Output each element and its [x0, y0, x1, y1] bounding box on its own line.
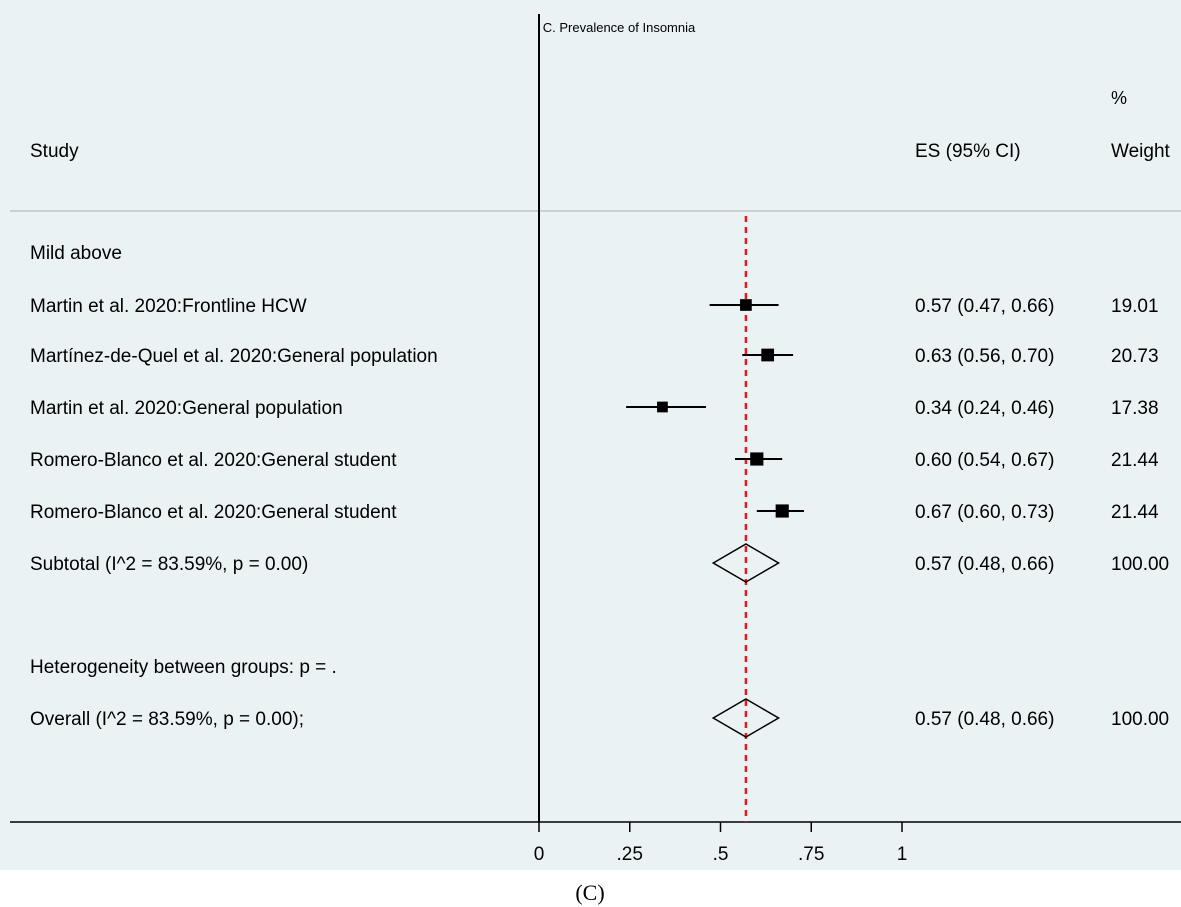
- weight-column-header: Weight: [1111, 141, 1171, 162]
- study-es-5: 0.67 (0.60, 0.73): [915, 502, 1054, 523]
- study-weight-2: 20.73: [1111, 346, 1159, 367]
- subtotal-diamond: [711, 543, 781, 583]
- study-label-1: Martin et al. 2020:Frontline HCW: [30, 296, 307, 317]
- x-tick-label: .25: [617, 844, 643, 865]
- x-tick-label: 1: [897, 844, 908, 865]
- plot-marks: 0 .25 .5 .75 1: [10, 14, 1181, 865]
- panel-caption: (C): [575, 880, 604, 905]
- study-es-1: 0.57 (0.47, 0.66): [915, 296, 1054, 317]
- study-label-2: Martínez-de-Quel et al. 2020:General pop…: [30, 346, 438, 367]
- study-marker: [761, 348, 775, 362]
- study-weight-1: 19.01: [1111, 296, 1159, 317]
- overall-diamond: [711, 698, 781, 738]
- study-es-2: 0.63 (0.56, 0.70): [915, 346, 1054, 367]
- es-column-header: ES (95% CI): [915, 141, 1021, 162]
- overall-weight: 100.00: [1111, 709, 1169, 730]
- study-weight-4: 21.44: [1111, 450, 1159, 471]
- x-tick-label: 0: [534, 844, 545, 865]
- overall-es: 0.57 (0.48, 0.66): [915, 709, 1054, 730]
- weight-header-percent: %: [1111, 88, 1127, 108]
- heterogeneity-label: Heterogeneity between groups: p = .: [30, 657, 337, 678]
- group-label: Mild above: [30, 243, 122, 264]
- study-marker: [750, 452, 764, 466]
- x-tick-label: .75: [798, 844, 824, 865]
- subtotal-es: 0.57 (0.48, 0.66): [915, 554, 1054, 575]
- subtotal-weight: 100.00: [1111, 554, 1169, 575]
- study-es-3: 0.34 (0.24, 0.46): [915, 398, 1054, 419]
- study-es-4: 0.60 (0.54, 0.67): [915, 450, 1054, 471]
- study-marker: [775, 504, 789, 518]
- study-column-header: Study: [30, 141, 79, 162]
- study-marker: [657, 401, 668, 413]
- plot-background: [0, 0, 1181, 870]
- chart-title: C. Prevalence of Insomnia: [543, 20, 696, 35]
- study-label-4: Romero-Blanco et al. 2020:General studen…: [30, 450, 397, 471]
- study-label-5: Romero-Blanco et al. 2020:General studen…: [30, 502, 397, 523]
- study-marker: [740, 299, 752, 311]
- study-weight-3: 17.38: [1111, 398, 1159, 419]
- study-label-3: Martin et al. 2020:General population: [30, 398, 343, 419]
- subtotal-label: Subtotal (I^2 = 83.59%, p = 0.00): [30, 554, 308, 575]
- x-tick-label: .5: [713, 844, 729, 865]
- study-weight-5: 21.44: [1111, 502, 1159, 523]
- overall-label: Overall (I^2 = 83.59%, p = 0.00);: [30, 709, 304, 730]
